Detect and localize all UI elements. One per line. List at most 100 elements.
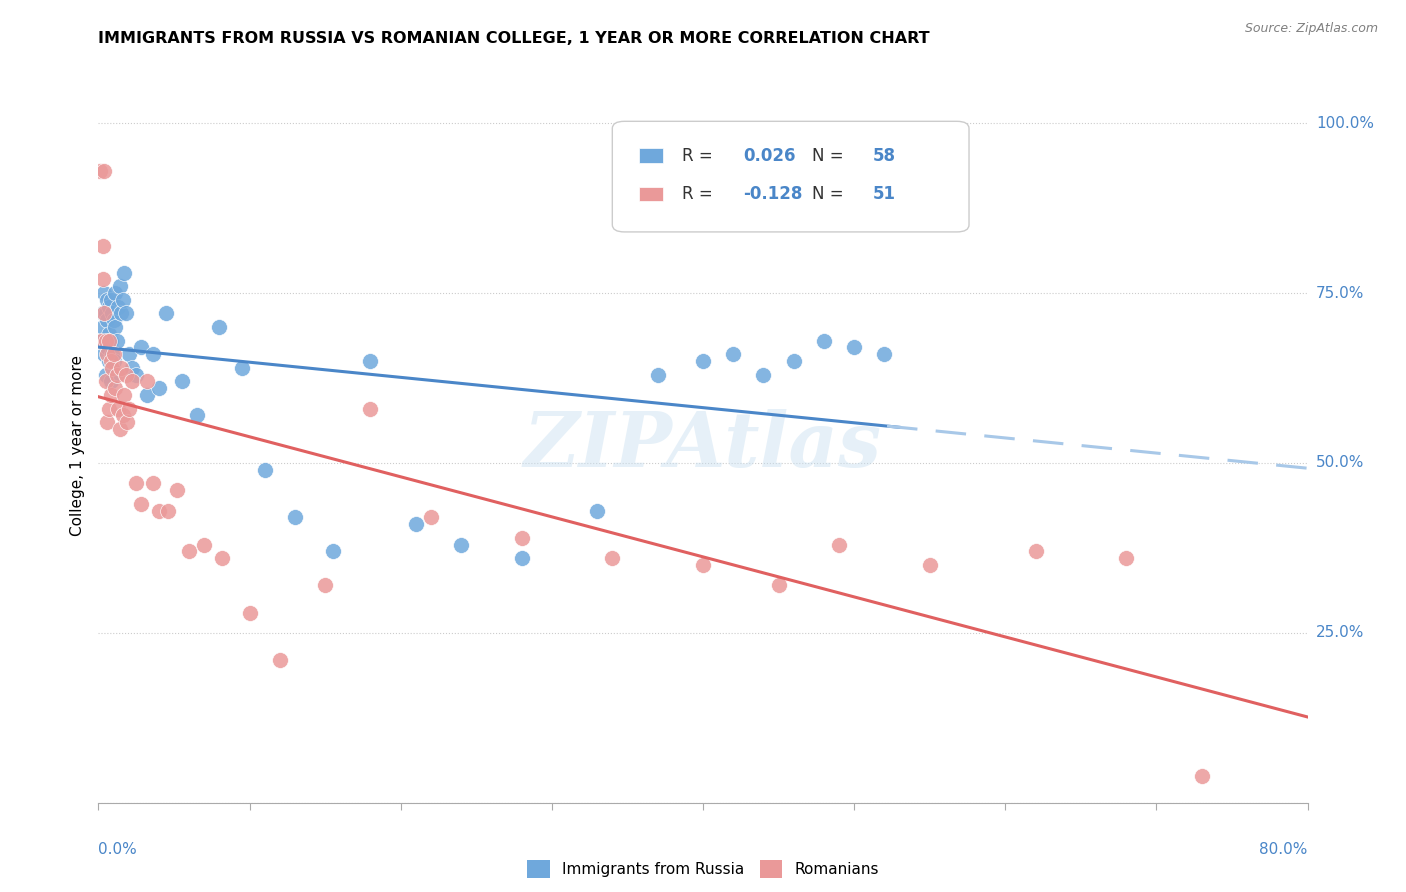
Point — [104, 286, 127, 301]
Point — [98, 354, 121, 368]
Point — [284, 510, 307, 524]
Point — [186, 409, 208, 423]
Point — [752, 368, 775, 382]
Point — [118, 401, 141, 416]
Point — [100, 293, 122, 307]
Text: N =: N = — [811, 186, 849, 203]
Point — [98, 326, 121, 341]
Point — [115, 415, 138, 429]
Point — [125, 476, 148, 491]
Point — [93, 306, 115, 320]
Point — [94, 306, 117, 320]
Point — [156, 503, 179, 517]
Point — [105, 368, 128, 382]
Point — [112, 266, 135, 280]
Point — [110, 306, 132, 320]
Point — [94, 334, 117, 348]
Point — [105, 334, 128, 348]
Point — [782, 354, 804, 368]
Point — [142, 476, 165, 491]
Point — [253, 463, 276, 477]
Point — [211, 551, 233, 566]
Point — [93, 347, 115, 361]
Point — [135, 388, 157, 402]
Point — [104, 381, 127, 395]
Point — [1115, 551, 1137, 566]
Point — [93, 163, 115, 178]
Point — [90, 334, 112, 348]
Text: R =: R = — [682, 146, 718, 164]
Point — [121, 375, 143, 389]
Point — [104, 320, 127, 334]
Point — [90, 334, 112, 348]
Text: 58: 58 — [872, 146, 896, 164]
Point — [1191, 769, 1213, 783]
Point — [647, 368, 669, 382]
Point — [360, 354, 382, 368]
Point — [166, 483, 188, 498]
Point — [101, 360, 124, 375]
Point — [96, 341, 118, 355]
Point — [721, 347, 744, 361]
Point — [918, 558, 941, 572]
Point — [1024, 544, 1046, 558]
Point — [93, 286, 115, 301]
Point — [112, 388, 135, 402]
Point — [118, 347, 141, 361]
Point — [96, 313, 118, 327]
Point — [96, 415, 118, 429]
Point — [148, 503, 170, 517]
Point — [114, 368, 136, 382]
Text: R =: R = — [682, 186, 718, 203]
Point — [586, 503, 609, 517]
Text: 25.0%: 25.0% — [1316, 625, 1364, 640]
Point — [129, 341, 152, 355]
Point — [813, 334, 835, 348]
Point — [94, 375, 117, 389]
FancyBboxPatch shape — [612, 121, 969, 232]
Point — [94, 334, 117, 348]
Point — [111, 409, 134, 423]
Point — [360, 401, 382, 416]
Point — [121, 360, 143, 375]
Text: 51: 51 — [872, 186, 896, 203]
Point — [269, 653, 291, 667]
Point — [844, 341, 866, 355]
Point — [96, 347, 118, 361]
Point — [103, 354, 125, 368]
Point — [450, 537, 472, 551]
Text: 0.0%: 0.0% — [98, 842, 138, 856]
FancyBboxPatch shape — [638, 148, 664, 162]
Text: 100.0%: 100.0% — [1316, 116, 1374, 131]
Point — [100, 334, 122, 348]
Point — [101, 347, 124, 361]
Point — [91, 306, 114, 320]
Text: ZIPAtlas: ZIPAtlas — [524, 409, 882, 483]
Point — [177, 544, 201, 558]
Point — [155, 306, 177, 320]
Point — [314, 578, 336, 592]
Point — [828, 537, 851, 551]
Point — [98, 334, 121, 348]
Point — [692, 354, 714, 368]
Text: 80.0%: 80.0% — [1260, 842, 1308, 856]
FancyBboxPatch shape — [638, 187, 664, 202]
Point — [107, 401, 129, 416]
Point — [100, 354, 122, 368]
Point — [98, 300, 121, 314]
Text: 50.0%: 50.0% — [1316, 456, 1364, 470]
Text: -0.128: -0.128 — [742, 186, 803, 203]
Point — [193, 537, 215, 551]
Text: 0.026: 0.026 — [742, 146, 796, 164]
Point — [91, 320, 114, 334]
Point — [208, 320, 231, 334]
Point — [111, 293, 134, 307]
Point — [98, 401, 121, 416]
Point — [510, 531, 533, 545]
Point — [114, 306, 136, 320]
Point — [108, 279, 131, 293]
Point — [100, 375, 122, 389]
Text: N =: N = — [811, 146, 849, 164]
Point — [692, 558, 714, 572]
Y-axis label: College, 1 year or more: College, 1 year or more — [69, 356, 84, 536]
